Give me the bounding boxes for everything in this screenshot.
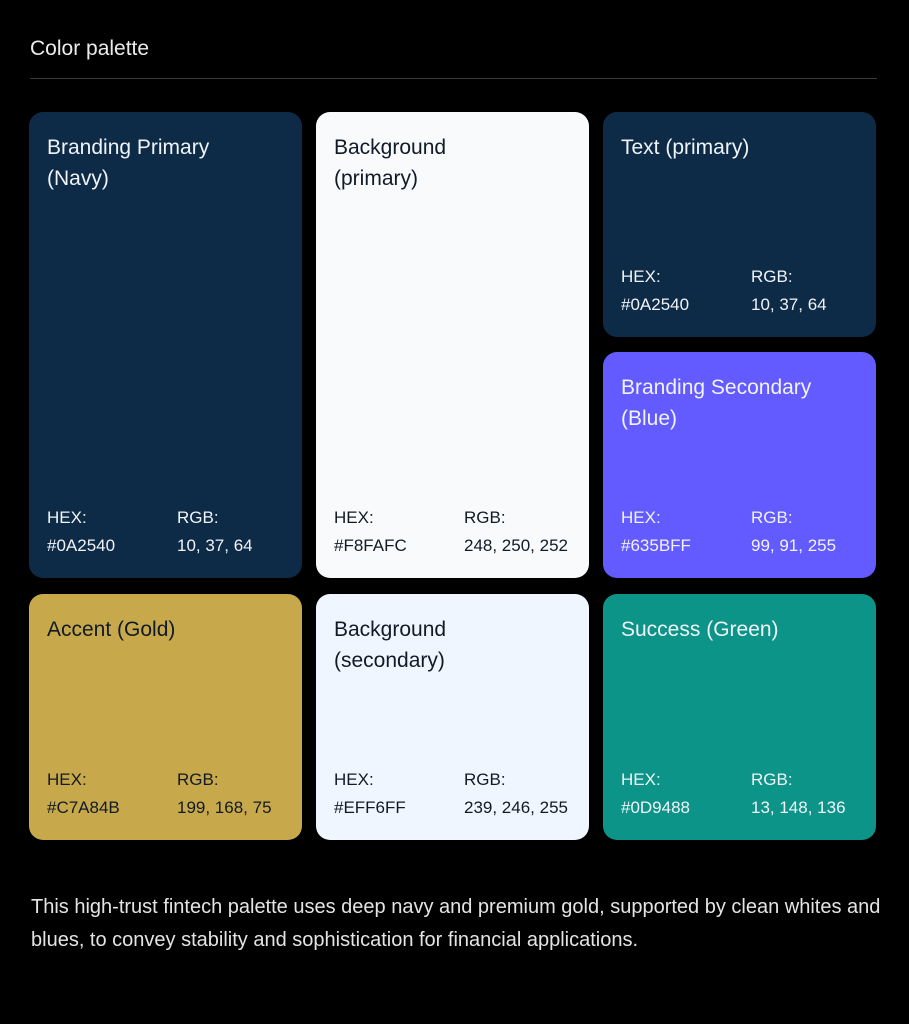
hex-label: HEX: [334,770,374,789]
rgb-value: 10, 37, 64 [751,295,827,314]
rgb-label: RGB: [751,770,793,789]
card-text-primary: Text (primary) HEX: #0A2540 RGB: 10, 37,… [603,112,876,337]
hex-label: HEX: [621,508,661,527]
hex-value: #0A2540 [47,536,116,555]
color-name: Branding Primary (Navy) [47,136,210,190]
rgb-label: RGB: [464,770,506,789]
rgb-value: 10, 37, 64 [177,536,253,555]
card-accent-gold: Accent (Gold) HEX: #C7A84B RGB: 199, 168… [29,594,302,840]
card-background-secondary: Background (secondary) HEX: #EFF6FF RGB:… [316,594,589,840]
card-branding-primary: Branding Primary (Navy) HEX: #0A2540 RGB… [29,112,302,578]
hex-label: HEX: [47,770,87,789]
palette-description: This high-trust fintech palette uses dee… [31,896,881,951]
color-name: Text (primary) [621,136,750,159]
page-title: Color palette [30,37,150,60]
hex-label: HEX: [621,267,661,286]
color-name: Accent (Gold) [47,618,176,641]
rgb-label: RGB: [751,508,793,527]
hex-value: #C7A84B [47,798,120,817]
hex-value: #F8FAFC [334,536,407,555]
hex-label: HEX: [334,508,374,527]
card-branding-secondary: Branding Secondary (Blue) HEX: #635BFF R… [603,352,876,578]
rgb-label: RGB: [177,770,219,789]
rgb-value: 199, 168, 75 [177,798,272,817]
hex-value: #EFF6FF [334,798,406,817]
hex-value: #0D9488 [621,798,691,817]
card-success-green: Success (Green) HEX: #0D9488 RGB: 13, 14… [603,594,876,840]
color-name: Success (Green) [621,618,779,641]
color-name: Background (primary) [334,136,447,190]
card-background-primary: Background (primary) HEX: #F8FAFC RGB: 2… [316,112,589,578]
hex-label: HEX: [621,770,661,789]
rgb-value: 239, 246, 255 [464,798,568,817]
hex-label: HEX: [47,508,87,527]
rgb-label: RGB: [464,508,506,527]
hex-value: #635BFF [621,536,691,555]
color-name: Branding Secondary (Blue) [621,376,812,430]
color-name: Background (secondary) [334,618,447,672]
rgb-value: 248, 250, 252 [464,536,568,555]
rgb-label: RGB: [177,508,219,527]
rgb-value: 99, 91, 255 [751,536,837,555]
divider [30,78,877,79]
rgb-value: 13, 148, 136 [751,798,846,817]
hex-value: #0A2540 [621,295,690,314]
rgb-label: RGB: [751,267,793,286]
